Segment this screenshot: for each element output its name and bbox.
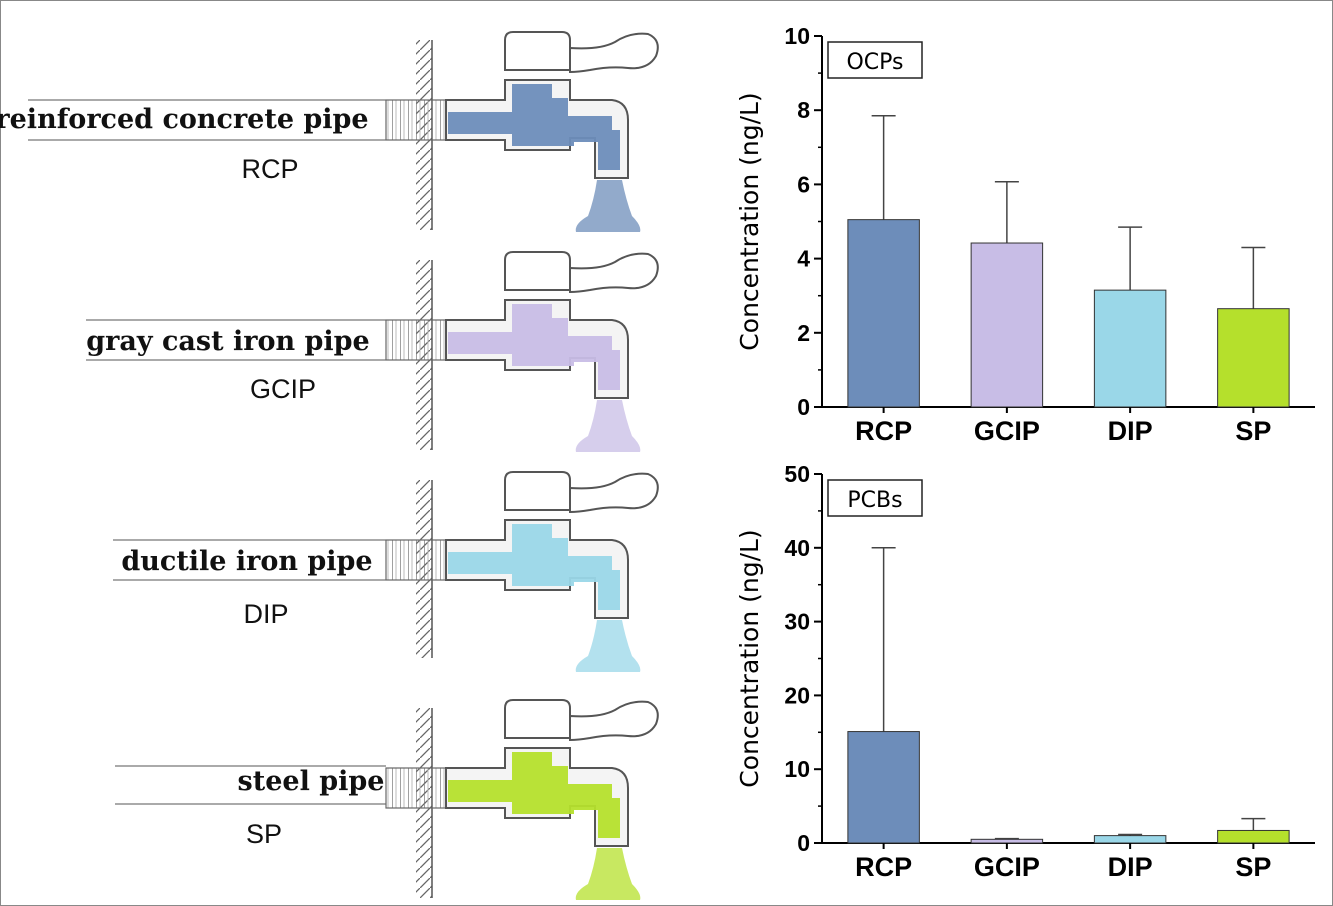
y-tick-label: 10 bbox=[784, 23, 810, 49]
y-tick-label: 30 bbox=[784, 609, 810, 635]
pipe-abbr-dip: DIP bbox=[243, 599, 288, 629]
pipe-abbr-rcp: RCP bbox=[241, 154, 298, 184]
water-spray bbox=[575, 620, 641, 672]
faucet-cap bbox=[504, 699, 571, 739]
bar-rcp bbox=[847, 731, 920, 844]
bar-gcip bbox=[970, 838, 1044, 844]
water-fill bbox=[448, 84, 620, 170]
y-axis-title: Concentration (ng/L) bbox=[735, 92, 764, 350]
water-fill bbox=[448, 752, 620, 838]
water-fill bbox=[448, 304, 620, 390]
y-tick-label: 8 bbox=[797, 97, 810, 123]
y-tick-label: 0 bbox=[797, 394, 810, 420]
faucet-row-rcp: reinforced concrete pipe RCP bbox=[0, 31, 659, 232]
y-tick-label: 4 bbox=[797, 246, 810, 272]
y-axis-title: Concentration (ng/L) bbox=[735, 529, 764, 787]
faucet-lever bbox=[569, 700, 659, 742]
chart-title: OCPs bbox=[846, 50, 903, 75]
y-tick-label: 10 bbox=[784, 756, 810, 782]
faucet-lever bbox=[569, 472, 659, 514]
pipe-name-dip: ductile iron pipe bbox=[121, 546, 372, 577]
thread-connector bbox=[385, 99, 447, 141]
y-tick-label: 2 bbox=[797, 320, 810, 346]
faucet-lever bbox=[569, 252, 659, 294]
faucet-lever bbox=[569, 32, 659, 74]
pipe-name-sp: steel pipe bbox=[238, 766, 385, 797]
chart-pcbs: 0 10 20 30 40 50 RCP GCIP DIP SP Concentration (ng… bbox=[735, 461, 1315, 882]
bar-sp bbox=[1217, 829, 1290, 844]
faucet-row-gcip: gray cast iron pipe GCIP bbox=[86, 251, 659, 452]
pipe-abbr-gcip: GCIP bbox=[250, 374, 316, 404]
x-tick-label-gcip: GCIP bbox=[974, 416, 1040, 446]
chart-ocps: 0 2 4 6 8 10 RCP GCIP DIP SP Concentration (ng/L) O… bbox=[735, 23, 1315, 446]
chart-title: PCBs bbox=[847, 488, 902, 513]
x-tick-label-rcp: RCP bbox=[855, 416, 912, 446]
faucet-cap bbox=[504, 31, 571, 71]
faucet-row-dip: ductile iron pipe DIP bbox=[113, 471, 659, 672]
y-tick-label: 50 bbox=[784, 461, 810, 487]
title-box bbox=[827, 41, 923, 79]
water-fill bbox=[448, 524, 620, 610]
x-tick-label-rcp: RCP bbox=[855, 852, 912, 882]
pipe-abbr-sp: SP bbox=[246, 819, 282, 849]
water-spray bbox=[575, 848, 641, 900]
faucet-row-sp: steel pipe SP bbox=[115, 699, 659, 900]
faucet-cap bbox=[504, 251, 571, 291]
thread-connector bbox=[385, 539, 447, 581]
x-tick-label-gcip: GCIP bbox=[974, 852, 1040, 882]
bar-dip bbox=[1093, 835, 1167, 844]
x-tick-label-dip: DIP bbox=[1108, 416, 1153, 446]
pipe-name-gcip: gray cast iron pipe bbox=[86, 326, 369, 357]
faucet-cap bbox=[504, 471, 571, 511]
x-tick-label-sp: SP bbox=[1235, 852, 1271, 882]
faucet-illustrations: reinforced concrete pipe RCP gray cast iro… bbox=[0, 31, 659, 900]
water-spray bbox=[575, 400, 641, 452]
title-box bbox=[827, 479, 923, 517]
bar-sp bbox=[1217, 308, 1290, 408]
bar-gcip bbox=[970, 242, 1044, 408]
x-tick-label-dip: DIP bbox=[1108, 852, 1153, 882]
thread-connector bbox=[385, 319, 447, 361]
y-tick-label: 6 bbox=[797, 171, 810, 197]
water-spray bbox=[575, 180, 641, 232]
bar-rcp bbox=[847, 219, 920, 408]
y-tick-label: 20 bbox=[784, 682, 810, 708]
pipe-name-rcp: reinforced concrete pipe bbox=[0, 104, 369, 135]
y-tick-label: 0 bbox=[797, 830, 810, 856]
x-tick-label-sp: SP bbox=[1235, 416, 1271, 446]
thread-connector bbox=[385, 767, 447, 809]
bar-dip bbox=[1093, 289, 1167, 408]
y-tick-label: 40 bbox=[784, 535, 810, 561]
